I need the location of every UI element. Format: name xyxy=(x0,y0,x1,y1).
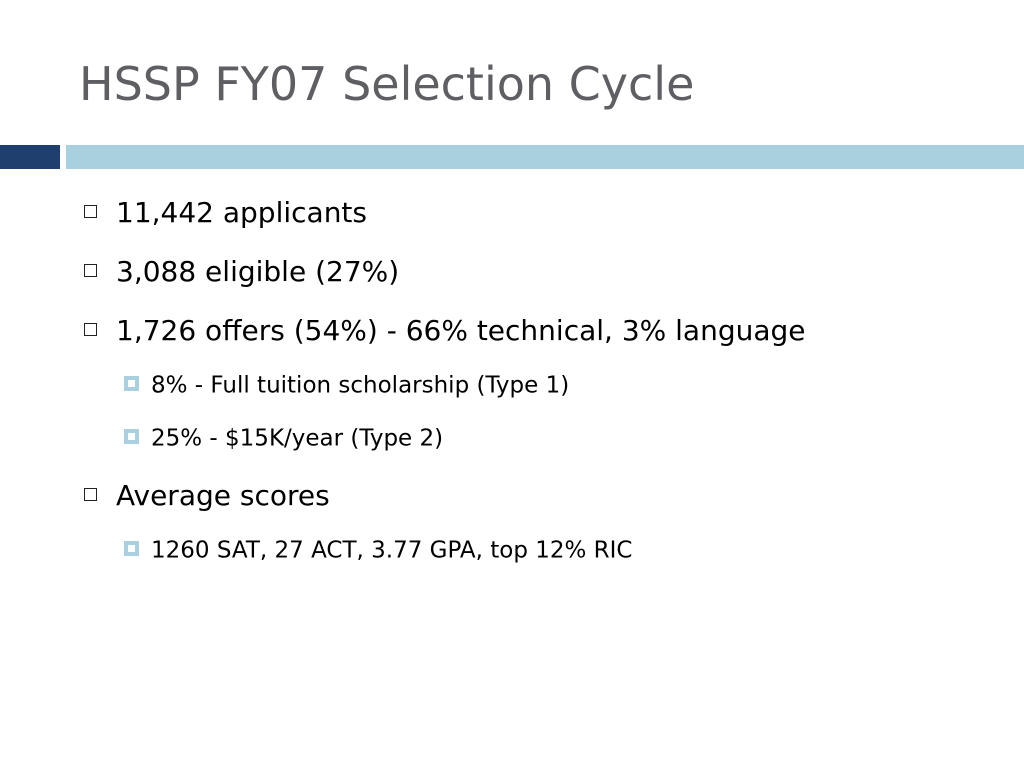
sub-bullet-item: 1260 SAT, 27 ACT, 3.77 GPA, top 12% RIC xyxy=(124,533,632,568)
sub-bullet-text: 8% - Full tuition scholarship (Type 1) xyxy=(151,372,570,399)
bullet-text: 11,442 applicants xyxy=(116,196,368,229)
bullet-text: 1,726 offers (54%) - 66% technical, 3% l… xyxy=(116,314,806,347)
bullet-item: 3,088 eligible (27%) xyxy=(84,251,399,292)
title-divider-bar xyxy=(66,145,1024,169)
bullet-text: 3,088 eligible (27%) xyxy=(116,255,400,288)
sub-bullet-item: 25% - $15K/year (Type 2) xyxy=(124,421,443,456)
sub-bullet-text: 25% - $15K/year (Type 2) xyxy=(151,425,444,452)
filled-square-bullet-icon xyxy=(124,376,139,391)
bullet-text: Average scores xyxy=(116,479,330,512)
bullet-item: 1,726 offers (54%) - 66% technical, 3% l… xyxy=(84,310,806,351)
sub-bullet-item: 8% - Full tuition scholarship (Type 1) xyxy=(124,368,569,403)
filled-square-bullet-icon xyxy=(124,541,139,556)
hollow-square-bullet-icon xyxy=(84,322,97,336)
sub-bullet-text: 1260 SAT, 27 ACT, 3.77 GPA, top 12% RIC xyxy=(151,537,633,564)
hollow-square-bullet-icon xyxy=(84,204,97,218)
hollow-square-bullet-icon xyxy=(84,487,97,501)
bullet-item: 11,442 applicants xyxy=(84,192,367,233)
title-divider-accent xyxy=(0,145,60,169)
hollow-square-bullet-icon xyxy=(84,263,97,277)
bullet-item: Average scores xyxy=(84,475,330,516)
slide-title: HSSP FY07 Selection Cycle xyxy=(79,57,695,111)
filled-square-bullet-icon xyxy=(124,429,139,444)
